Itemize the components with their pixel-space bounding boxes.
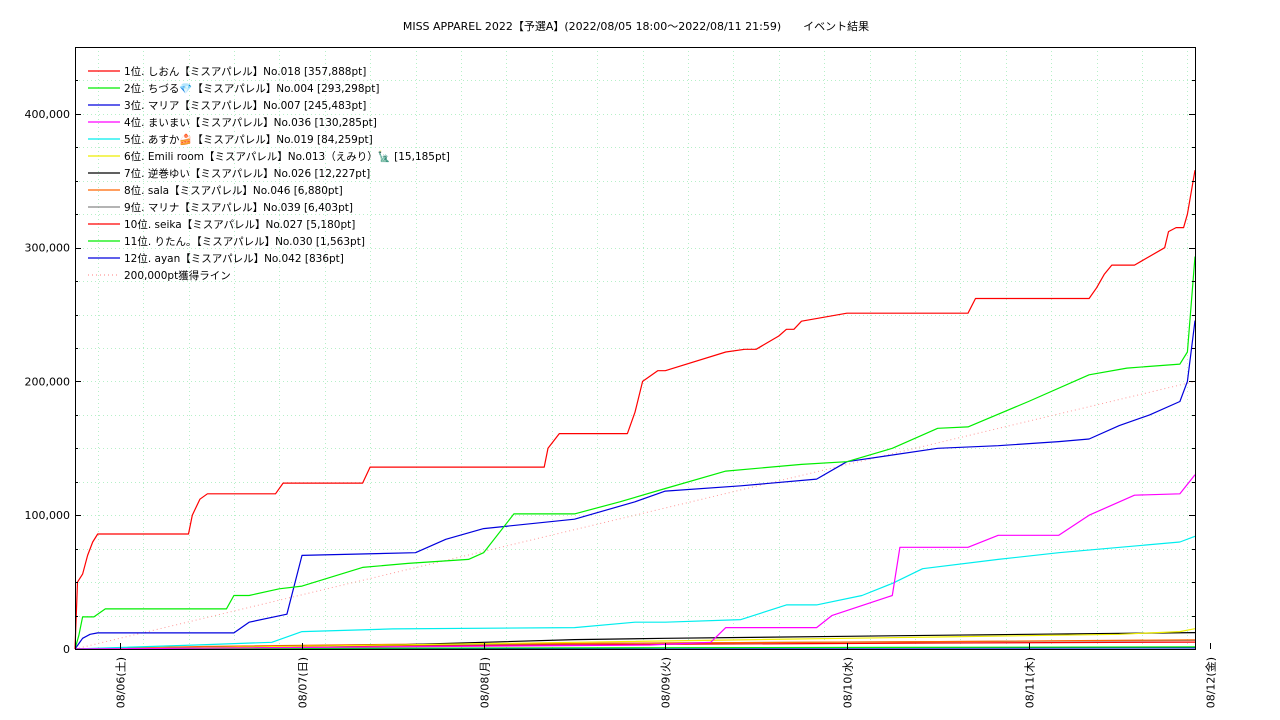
legend-label: 6位. Emili room【ミスアパレル】No.013（えみり）🗽 [15,1…: [124, 150, 450, 163]
y-tick-label: 100,000: [25, 509, 71, 522]
x-tick-label: 08/10(水): [842, 657, 855, 708]
series-layer: [74, 170, 1196, 650]
legend-label: 8位. sala【ミスアパレル】No.046 [6,880pt]: [124, 184, 343, 197]
y-tick-label: 300,000: [25, 242, 71, 255]
series-line: [74, 535, 1196, 650]
axes: 0 100,000 200,000 300,000 400,000 08/06(土) 08/…: [25, 47, 1218, 708]
legend-label: 5位. あすか🍰【ミスアパレル】No.019 [84,259pt]: [124, 133, 373, 146]
legend-label: 3位. マリア【ミスアパレル】No.007 [245,483pt]: [124, 99, 366, 112]
series-line: [74, 639, 1196, 650]
legend-label: 2位. ちづる💎【ミスアパレル】No.004 [293,298pt]: [124, 82, 379, 95]
legend-label: 1位. しおん【ミスアパレル】No.018 [357,888pt]: [124, 65, 366, 78]
x-tick-label: 08/07(日): [297, 657, 310, 708]
series-line: [74, 474, 1196, 650]
legend-label: 7位. 逆巻ゆい【ミスアパレル】No.026 [12,227pt]: [124, 167, 370, 180]
y-tick-label: 0: [63, 643, 70, 656]
series-line: [74, 170, 1196, 650]
y-tick-label: 200,000: [25, 375, 71, 388]
x-tick-label: 08/06(土): [115, 657, 128, 708]
series-line: [74, 628, 1196, 650]
series-line: [74, 320, 1196, 650]
grid: [75, 47, 1195, 649]
chart-title: MISS APPAREL 2022【予選A】(2022/08/05 18:00～…: [403, 19, 869, 33]
legend-label: 11位. りたん。【ミスアパレル】No.030 [1,563pt]: [124, 235, 365, 248]
legend-label: 12位. ayan【ミスアパレル】No.042 [836pt]: [124, 252, 344, 265]
x-tick-label: 08/12(金): [1204, 657, 1218, 708]
y-tick-label: 400,000: [25, 108, 71, 121]
legend-label: 4位. まいまい【ミスアパレル】No.036 [130,285pt]: [124, 116, 377, 129]
legend-label: 10位. seika【ミスアパレル】No.027 [5,180pt]: [124, 218, 355, 231]
legend-label: 200,000pt獲得ライン: [124, 269, 231, 282]
x-tick-label: 08/09(火): [660, 657, 673, 708]
series-line: [74, 256, 1196, 650]
x-tick-label: 08/11(木): [1024, 657, 1037, 708]
legend-label: 9位. マリナ【ミスアパレル】No.039 [6,403pt]: [124, 201, 353, 214]
legend: 1位. しおん【ミスアパレル】No.018 [357,888pt] 2位. ちづる…: [88, 65, 450, 282]
x-tick-label: 08/08(月): [479, 657, 492, 708]
